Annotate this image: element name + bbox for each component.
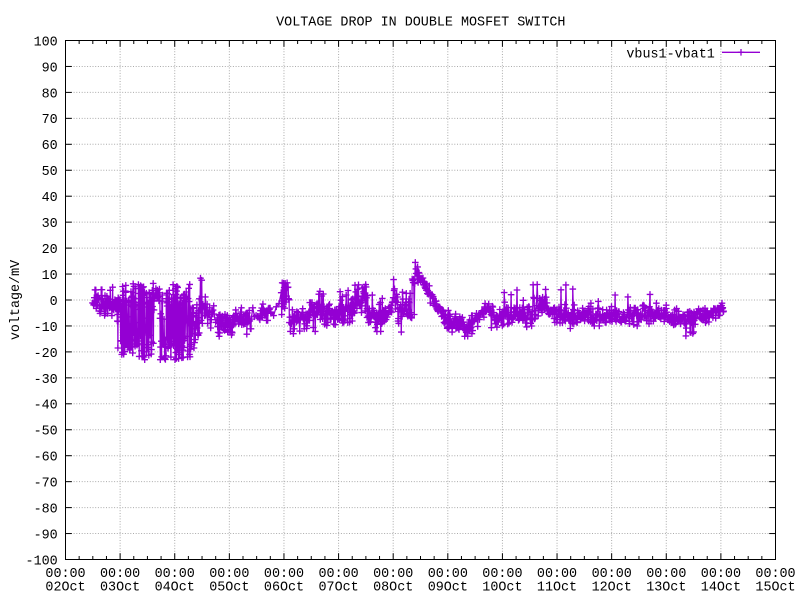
svg-text:50: 50 (42, 165, 58, 180)
svg-text:-40: -40 (34, 399, 58, 414)
svg-text:00:00: 00:00 (209, 567, 249, 582)
svg-text:13Oct: 13Oct (646, 581, 686, 596)
svg-text:06Oct: 06Oct (264, 581, 304, 596)
svg-text:00:00: 00:00 (428, 567, 468, 582)
svg-text:20: 20 (42, 243, 58, 258)
svg-text:00:00: 00:00 (755, 567, 795, 582)
svg-text:-70: -70 (34, 477, 58, 492)
svg-text:40: 40 (42, 191, 58, 206)
svg-text:00:00: 00:00 (45, 567, 85, 582)
svg-text:-20: -20 (34, 347, 58, 362)
svg-text:00:00: 00:00 (646, 567, 686, 582)
svg-text:00:00: 00:00 (701, 567, 741, 582)
svg-text:-50: -50 (34, 425, 58, 440)
svg-text:10: 10 (42, 269, 58, 284)
svg-text:-10: -10 (34, 321, 58, 336)
svg-text:VOLTAGE DROP IN DOUBLE MOSFET: VOLTAGE DROP IN DOUBLE MOSFET SWITCH (276, 16, 565, 31)
svg-text:05Oct: 05Oct (209, 581, 249, 596)
svg-text:00:00: 00:00 (373, 567, 413, 582)
svg-text:90: 90 (42, 61, 58, 76)
svg-text:14Oct: 14Oct (701, 581, 741, 596)
svg-text:-90: -90 (34, 528, 58, 543)
svg-text:00:00: 00:00 (264, 567, 304, 582)
svg-text:70: 70 (42, 113, 58, 128)
svg-text:80: 80 (42, 87, 58, 102)
svg-text:voltage/mV: voltage/mV (9, 260, 24, 340)
svg-text:-80: -80 (34, 503, 58, 518)
svg-text:00:00: 00:00 (319, 567, 359, 582)
svg-text:11Oct: 11Oct (537, 581, 577, 596)
svg-text:00:00: 00:00 (592, 567, 632, 582)
svg-text:30: 30 (42, 217, 58, 232)
svg-text:vbus1-vbat1: vbus1-vbat1 (626, 47, 714, 62)
svg-text:-30: -30 (34, 373, 58, 388)
svg-text:00:00: 00:00 (537, 567, 577, 582)
svg-text:-60: -60 (34, 451, 58, 466)
svg-text:0: 0 (50, 295, 58, 310)
svg-text:03Oct: 03Oct (100, 581, 140, 596)
svg-text:00:00: 00:00 (100, 567, 140, 582)
svg-text:09Oct: 09Oct (428, 581, 468, 596)
svg-text:10Oct: 10Oct (482, 581, 522, 596)
svg-text:07Oct: 07Oct (319, 581, 359, 596)
svg-text:60: 60 (42, 139, 58, 154)
svg-text:00:00: 00:00 (482, 567, 522, 582)
svg-text:04Oct: 04Oct (155, 581, 195, 596)
svg-text:08Oct: 08Oct (373, 581, 413, 596)
svg-text:100: 100 (34, 35, 58, 50)
svg-text:-100: -100 (26, 554, 58, 569)
svg-text:15Oct: 15Oct (755, 581, 795, 596)
svg-text:12Oct: 12Oct (592, 581, 632, 596)
svg-text:00:00: 00:00 (155, 567, 195, 582)
svg-text:02Oct: 02Oct (45, 581, 85, 596)
